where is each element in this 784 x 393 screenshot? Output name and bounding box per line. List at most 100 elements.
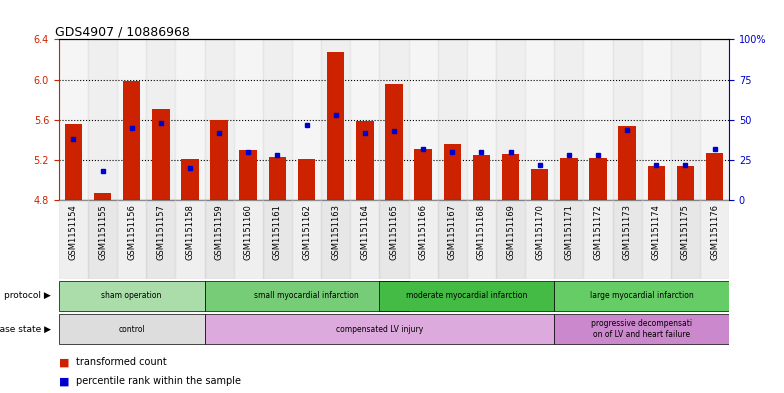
- Bar: [210, 120, 228, 200]
- Bar: [59, 281, 205, 311]
- Bar: [298, 159, 315, 200]
- Bar: [554, 281, 729, 311]
- Bar: [379, 200, 408, 279]
- Bar: [123, 81, 140, 200]
- Text: GSM1151155: GSM1151155: [98, 204, 107, 260]
- Text: transformed count: transformed count: [76, 357, 167, 367]
- Bar: [205, 200, 234, 279]
- Bar: [466, 39, 496, 200]
- Bar: [641, 200, 671, 279]
- Bar: [117, 39, 147, 200]
- Bar: [176, 200, 205, 279]
- Bar: [205, 314, 554, 344]
- Bar: [496, 200, 525, 279]
- Bar: [321, 39, 350, 200]
- Bar: [379, 281, 554, 311]
- Bar: [181, 159, 198, 200]
- Text: GSM1151176: GSM1151176: [710, 204, 719, 260]
- Text: GSM1151162: GSM1151162: [302, 204, 311, 260]
- Bar: [583, 200, 612, 279]
- Bar: [117, 200, 147, 279]
- Text: GSM1151157: GSM1151157: [156, 204, 165, 260]
- Bar: [234, 200, 263, 279]
- Text: percentile rank within the sample: percentile rank within the sample: [76, 376, 241, 386]
- Bar: [176, 39, 205, 200]
- Text: GSM1151174: GSM1151174: [652, 204, 661, 260]
- Text: protocol ▶: protocol ▶: [4, 291, 51, 300]
- Bar: [583, 39, 612, 200]
- Text: GSM1151159: GSM1151159: [215, 204, 223, 260]
- Bar: [292, 200, 321, 279]
- Text: GSM1151173: GSM1151173: [622, 204, 632, 260]
- Bar: [379, 39, 408, 200]
- Text: GSM1151154: GSM1151154: [69, 204, 78, 260]
- Bar: [619, 126, 636, 200]
- Bar: [437, 39, 466, 200]
- Text: GSM1151166: GSM1151166: [419, 204, 427, 260]
- Bar: [356, 121, 373, 200]
- Bar: [700, 39, 729, 200]
- Bar: [677, 166, 694, 200]
- Text: control: control: [118, 325, 145, 334]
- Text: small myocardial infarction: small myocardial infarction: [254, 291, 359, 300]
- Text: progressive decompensati
on of LV and heart failure: progressive decompensati on of LV and he…: [591, 320, 692, 339]
- Text: GSM1151161: GSM1151161: [273, 204, 282, 260]
- Bar: [269, 157, 286, 200]
- Text: GSM1151167: GSM1151167: [448, 204, 457, 260]
- Bar: [531, 169, 549, 200]
- Text: ■: ■: [59, 357, 69, 367]
- Bar: [152, 109, 169, 200]
- Bar: [554, 39, 583, 200]
- Bar: [385, 84, 403, 200]
- Text: large myocardial infarction: large myocardial infarction: [590, 291, 694, 300]
- Bar: [408, 200, 437, 279]
- Bar: [350, 39, 379, 200]
- Bar: [525, 39, 554, 200]
- Bar: [59, 314, 205, 344]
- Text: GSM1151169: GSM1151169: [506, 204, 515, 260]
- Bar: [239, 150, 257, 200]
- Bar: [648, 166, 665, 200]
- Bar: [671, 200, 700, 279]
- Bar: [525, 200, 554, 279]
- Text: GSM1151165: GSM1151165: [390, 204, 398, 260]
- Text: GDS4907 / 10886968: GDS4907 / 10886968: [56, 25, 191, 38]
- Bar: [496, 39, 525, 200]
- Text: GSM1151175: GSM1151175: [681, 204, 690, 260]
- Bar: [263, 200, 292, 279]
- Text: GSM1151168: GSM1151168: [477, 204, 486, 260]
- Bar: [88, 39, 117, 200]
- Text: ■: ■: [59, 376, 69, 386]
- Bar: [671, 39, 700, 200]
- Bar: [560, 158, 578, 200]
- Bar: [263, 39, 292, 200]
- Bar: [590, 158, 607, 200]
- Bar: [408, 39, 437, 200]
- Text: GSM1151171: GSM1151171: [564, 204, 573, 260]
- Text: disease state ▶: disease state ▶: [0, 325, 51, 334]
- Bar: [147, 39, 176, 200]
- Bar: [205, 39, 234, 200]
- Text: sham operation: sham operation: [101, 291, 162, 300]
- Bar: [612, 200, 641, 279]
- Bar: [444, 144, 461, 200]
- Bar: [147, 200, 176, 279]
- Bar: [234, 39, 263, 200]
- Bar: [612, 39, 641, 200]
- Bar: [64, 124, 82, 200]
- Bar: [554, 200, 583, 279]
- Text: GSM1151164: GSM1151164: [361, 204, 369, 260]
- Text: compensated LV injury: compensated LV injury: [336, 325, 423, 334]
- Bar: [94, 193, 111, 200]
- Bar: [415, 149, 432, 200]
- Text: GSM1151156: GSM1151156: [127, 204, 136, 260]
- Bar: [502, 154, 519, 200]
- Bar: [641, 39, 671, 200]
- Bar: [437, 200, 466, 279]
- Bar: [350, 200, 379, 279]
- Bar: [473, 155, 490, 200]
- Bar: [706, 153, 724, 200]
- Bar: [466, 200, 496, 279]
- Bar: [59, 200, 88, 279]
- Bar: [88, 200, 117, 279]
